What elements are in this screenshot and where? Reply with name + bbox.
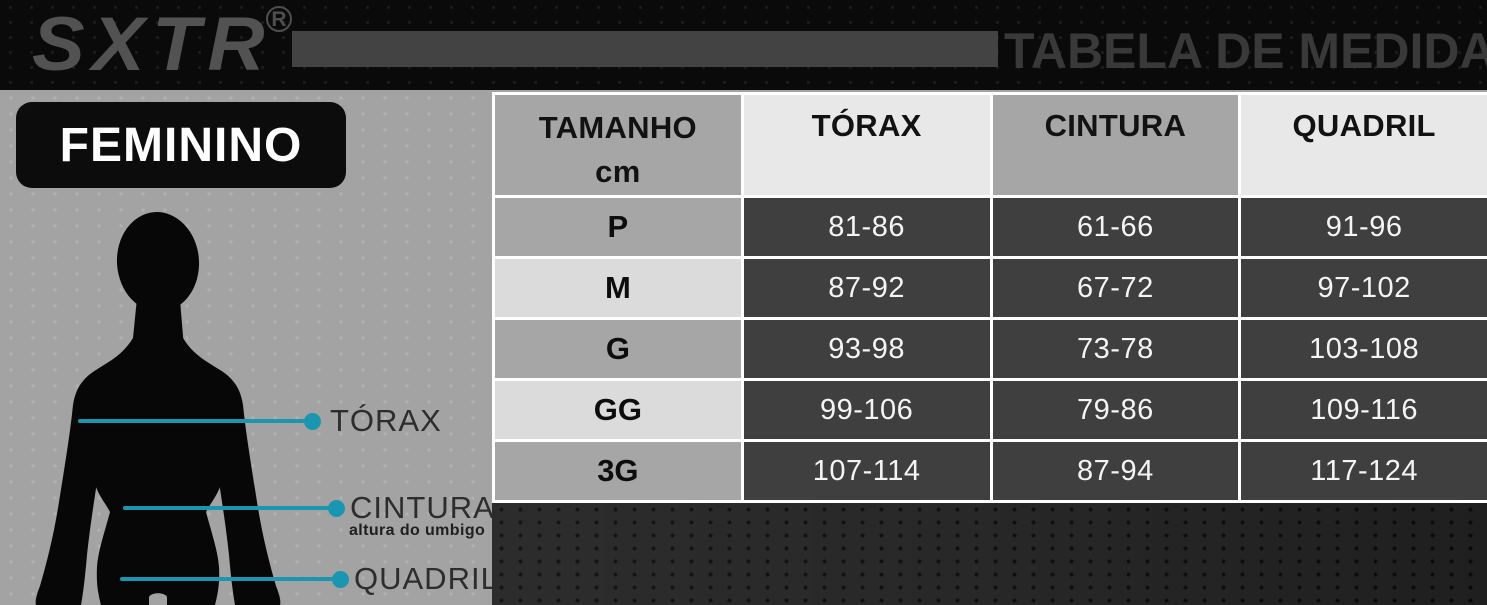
- size-cell: P: [495, 198, 741, 256]
- female-silhouette-figure: [35, 212, 281, 605]
- silhouette-right-arm: [219, 370, 281, 605]
- top-bar: SXTR R TABELA DE MEDIDAS: [0, 0, 1487, 90]
- cintura-pointer-line: [123, 506, 333, 510]
- page-title: TABELA DE MEDIDAS: [1004, 23, 1487, 79]
- quadril-value-cell: 97-102: [1241, 259, 1487, 317]
- quadril-value-cell: 91-96: [1241, 198, 1487, 256]
- registered-trademark-icon: R: [266, 6, 292, 32]
- bottom-dotted-panel: [492, 503, 1487, 605]
- torax-pointer-line: [78, 419, 308, 423]
- size-cell: GG: [495, 381, 741, 439]
- cintura-pointer-dot-icon: [328, 500, 345, 517]
- column-header-tamanho-line1: TAMANHO: [538, 110, 697, 145]
- size-table: TAMANHO cm TÓRAX CINTURA QUADRIL P 81-86…: [492, 92, 1487, 503]
- quadril-value-cell: 117-124: [1241, 442, 1487, 500]
- column-header-tamanho-unit: cm: [595, 154, 641, 189]
- size-cell: M: [495, 259, 741, 317]
- silhouette-head: [116, 212, 200, 312]
- cintura-value-cell: 67-72: [992, 259, 1239, 317]
- torax-value-cell: 107-114: [743, 442, 990, 500]
- cintura-value-cell: 87-94: [992, 442, 1239, 500]
- column-header-quadril: QUADRIL: [1241, 95, 1487, 195]
- quadril-value-cell: 109-116: [1241, 381, 1487, 439]
- quadril-value-cell: 103-108: [1241, 320, 1487, 378]
- torax-value-cell: 81-86: [743, 198, 990, 256]
- brand-logo: SXTR: [32, 2, 272, 87]
- quadril-label: QUADRIL: [354, 561, 499, 596]
- column-header-tamanho: TAMANHO cm: [495, 95, 741, 195]
- torax-label: TÓRAX: [330, 403, 442, 438]
- header-accent-bar: [292, 31, 998, 67]
- silhouette-left-arm: [35, 370, 97, 605]
- cintura-sublabel: altura do umbigo: [349, 522, 486, 539]
- column-header-torax: TÓRAX: [743, 95, 990, 195]
- torax-value-cell: 93-98: [743, 320, 990, 378]
- silhouette-torso-legs: [77, 338, 239, 605]
- column-header-cintura: CINTURA: [992, 95, 1239, 195]
- silhouette-shapes: [35, 212, 281, 605]
- table-area: TAMANHO cm TÓRAX CINTURA QUADRIL P 81-86…: [492, 90, 1487, 605]
- quadril-pointer-line: [120, 577, 336, 581]
- quadril-pointer-dot-icon: [332, 571, 349, 588]
- cintura-value-cell: 61-66: [992, 198, 1239, 256]
- figure-panel: FEMININO TÓRAX CINTURA altura do umbigo …: [0, 90, 498, 605]
- size-cell: G: [495, 320, 741, 378]
- torax-value-cell: 99-106: [743, 381, 990, 439]
- torax-value-cell: 87-92: [743, 259, 990, 317]
- cintura-value-cell: 79-86: [992, 381, 1239, 439]
- cintura-value-cell: 73-78: [992, 320, 1239, 378]
- torax-pointer-dot-icon: [304, 413, 321, 430]
- size-cell: 3G: [495, 442, 741, 500]
- gender-badge: FEMININO: [16, 102, 346, 188]
- cintura-label: CINTURA: [350, 490, 495, 525]
- silhouette-neck: [132, 288, 184, 348]
